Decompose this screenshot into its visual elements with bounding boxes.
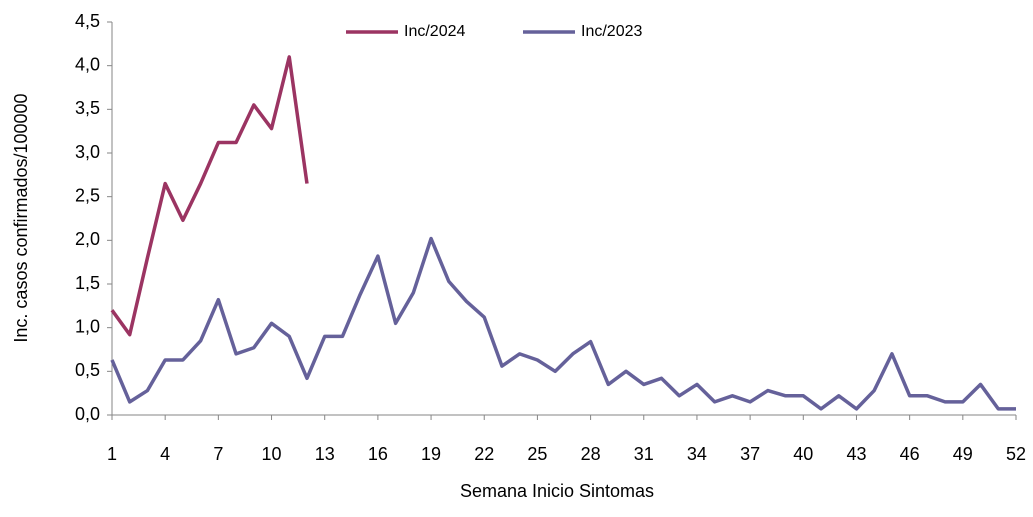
x-tick-label: 4 [160, 444, 170, 464]
x-tick-label: 31 [634, 444, 654, 464]
y-tick-label: 0,0 [75, 404, 100, 424]
x-tick-label: 43 [846, 444, 866, 464]
x-tick-label: 7 [213, 444, 223, 464]
legend-label: Inc/2024 [404, 23, 465, 40]
legend-label: Inc/2023 [581, 23, 642, 40]
y-tick-label: 3,0 [75, 142, 100, 162]
x-tick-label: 52 [1006, 444, 1026, 464]
x-tick-label: 37 [740, 444, 760, 464]
y-tick-label: 2,5 [75, 185, 100, 205]
y-tick-label: 4,0 [75, 54, 100, 74]
y-tick-label: 3,5 [75, 98, 100, 118]
x-tick-label: 13 [315, 444, 335, 464]
y-tick-label: 1,5 [75, 273, 100, 293]
x-tick-label: 49 [953, 444, 973, 464]
x-tick-label: 1 [107, 444, 117, 464]
y-tick-label: 0,5 [75, 360, 100, 380]
x-tick-label: 28 [581, 444, 601, 464]
y-tick-label: 2,0 [75, 229, 100, 249]
x-axis-label: Semana Inicio Sintomas [460, 481, 654, 501]
y-axis-label: Inc. casos confirmados/100000 [11, 93, 31, 342]
x-tick-label: 46 [900, 444, 920, 464]
x-tick-label: 10 [262, 444, 282, 464]
series-line [110, 55, 309, 337]
x-tick-label: 40 [793, 444, 813, 464]
y-tick-label: 4,5 [75, 11, 100, 31]
x-tick-label: 34 [687, 444, 707, 464]
x-tick-label: 25 [527, 444, 547, 464]
x-tick-label: 19 [421, 444, 441, 464]
x-tick-label: 22 [474, 444, 494, 464]
x-tick-label: 16 [368, 444, 388, 464]
series-line [110, 236, 1016, 411]
y-tick-label: 1,0 [75, 316, 100, 336]
